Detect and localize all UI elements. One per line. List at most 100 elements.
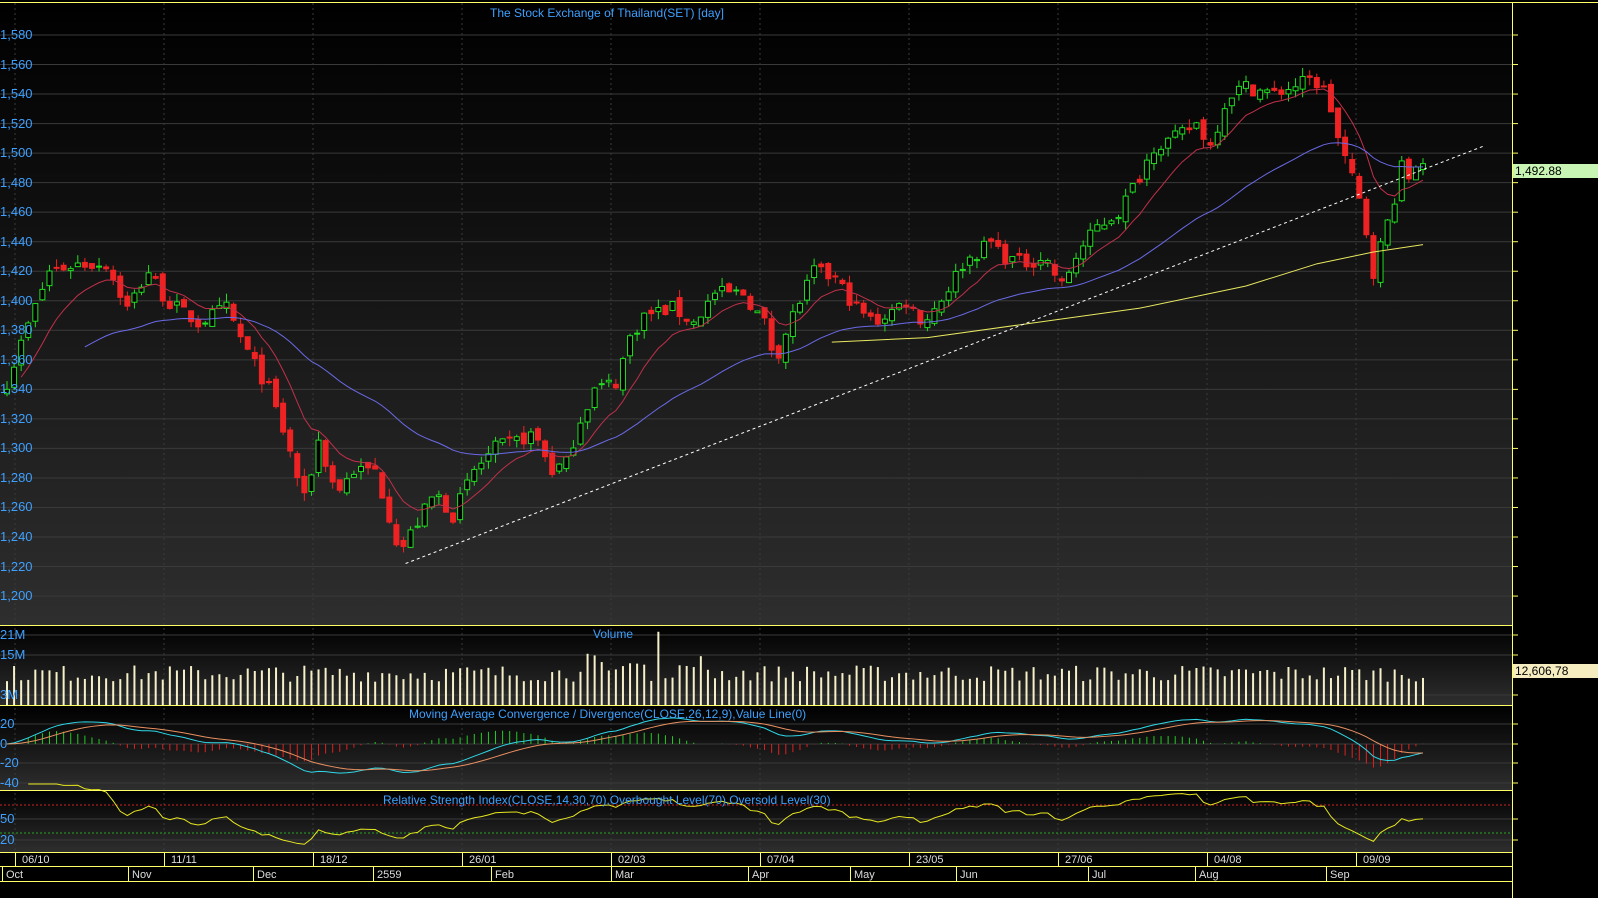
- axis-tick-label: 0: [0, 736, 8, 751]
- candle-body: [1405, 158, 1412, 180]
- date-label: 11/11: [171, 854, 197, 866]
- candle-body: [1327, 83, 1334, 113]
- candle-body: [1108, 220, 1115, 225]
- rsi-panel: [0, 791, 1512, 852]
- candle-body: [577, 422, 584, 445]
- month-label: Jul: [1092, 869, 1107, 881]
- candle-body: [294, 453, 301, 479]
- candle-body: [612, 383, 619, 389]
- axis-tick-label: 21M: [0, 627, 26, 642]
- candle-body: [124, 295, 131, 307]
- date-label: 04/08: [1214, 854, 1242, 866]
- price-tick-label: 1,580: [0, 27, 33, 42]
- candle-body: [173, 301, 180, 306]
- month-label: Jun: [960, 869, 978, 881]
- candle-body: [1235, 85, 1242, 96]
- candle-body: [712, 292, 718, 301]
- candle-body: [103, 266, 110, 270]
- candle-body: [1172, 130, 1179, 138]
- axis-tick-label: -20: [0, 755, 19, 770]
- date-label: 07/04: [767, 854, 795, 866]
- candle-body: [867, 312, 874, 317]
- date-label: 18/12: [320, 854, 348, 866]
- candle-body: [811, 265, 818, 279]
- candle-body: [499, 438, 506, 443]
- candle-body: [648, 309, 655, 315]
- candle-body: [683, 318, 690, 322]
- rsi-title: Relative Strength Index(CLOSE,14,30,70),…: [383, 793, 831, 807]
- price-tick-label: 1,280: [0, 469, 33, 485]
- candle-body: [1165, 137, 1172, 149]
- last-volume-badge: 12,606,78: [1513, 664, 1598, 678]
- price-tick-label: 1,400: [0, 292, 33, 308]
- candle-body: [308, 474, 315, 492]
- candle-body: [1115, 216, 1122, 220]
- candle-body: [96, 265, 103, 268]
- candle-body: [952, 270, 959, 293]
- candle-body: [1320, 85, 1327, 88]
- candle-body: [202, 322, 209, 325]
- candle-body: [110, 269, 117, 281]
- candle-body: [450, 512, 457, 523]
- axis-tick-label: 20: [0, 716, 15, 731]
- candle-body: [619, 358, 626, 391]
- candle-body: [365, 461, 372, 469]
- candle-body: [195, 319, 202, 328]
- candle-body: [527, 431, 534, 445]
- candle-body: [46, 270, 53, 287]
- candle-body: [959, 268, 966, 271]
- month-label: Feb: [495, 869, 514, 881]
- date-label: 27/06: [1065, 854, 1093, 866]
- date-label: 23/05: [916, 854, 944, 866]
- candle-body: [556, 463, 563, 472]
- candle-body: [464, 479, 471, 491]
- candle-body: [839, 279, 846, 285]
- candle-body: [726, 283, 733, 293]
- candle-body: [350, 473, 357, 478]
- candle-body: [1228, 97, 1235, 107]
- candle-body: [237, 323, 244, 338]
- axis-tick-label: 3M: [0, 687, 19, 702]
- trendline: [405, 145, 1485, 564]
- candle-body: [634, 332, 641, 335]
- candle-body: [520, 432, 527, 445]
- candle-body: [1271, 87, 1278, 91]
- candle-body: [230, 303, 237, 321]
- candle-body: [584, 409, 591, 423]
- candle-body: [1398, 160, 1405, 202]
- candle-body: [117, 275, 124, 298]
- candle-body: [1051, 264, 1058, 276]
- candle-body: [832, 275, 839, 278]
- date-label: 26/01: [469, 854, 497, 866]
- price-tick-label: 1,200: [0, 588, 33, 604]
- candle-body: [1087, 229, 1094, 247]
- price-tick-label: 1,560: [0, 56, 33, 72]
- axis-tick-label: -40: [0, 775, 19, 790]
- candle-body: [506, 436, 513, 439]
- candle-body: [1009, 256, 1016, 263]
- candle-body: [1391, 203, 1398, 223]
- candle-body: [1200, 119, 1207, 140]
- candle-body: [188, 310, 195, 323]
- candle-body: [704, 300, 711, 318]
- candle-body: [343, 478, 350, 494]
- candle-body: [782, 333, 789, 363]
- date-label: 02/03: [618, 854, 646, 866]
- candle-body: [407, 529, 414, 548]
- candle-body: [258, 354, 265, 385]
- price-tick-label: 1,360: [0, 351, 33, 367]
- candle-body: [1058, 278, 1065, 282]
- candle-body: [421, 503, 428, 527]
- macd-title: Moving Average Convergence / Divergence(…: [409, 707, 807, 721]
- candle-body: [1016, 253, 1023, 256]
- month-label: Dec: [257, 869, 277, 881]
- candle-body: [60, 264, 67, 271]
- axis-tick-label: 50: [0, 811, 15, 826]
- ma-long-line: [831, 244, 1424, 343]
- axis-tick-label: 15M: [0, 647, 26, 662]
- candle-body: [4, 388, 10, 395]
- candle-body: [563, 456, 570, 470]
- candle-body: [322, 440, 329, 467]
- candle-body: [11, 366, 18, 388]
